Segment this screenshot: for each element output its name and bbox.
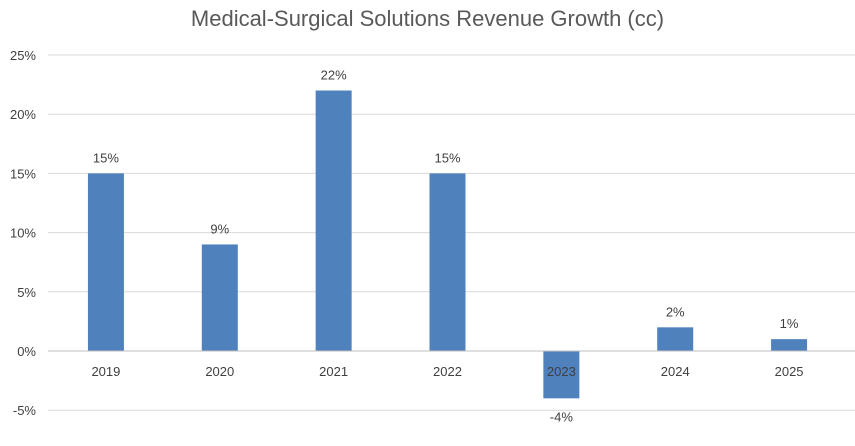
y-tick-label: 20% [10,107,36,122]
data-label: 2% [666,304,685,319]
bar-2023 [543,351,580,399]
x-tick-label: 2022 [433,364,462,379]
y-axis-ticks: -5% 0% 5% 10% 15% 20% 25% [10,48,36,418]
x-tick-label: 2019 [91,364,120,379]
data-labels: 15% 9% 22% 15% -4% 2% 1% [93,68,799,425]
y-tick-label: 15% [10,166,36,181]
x-tick-label: 2024 [661,364,690,379]
y-tick-label: 0% [17,344,36,359]
x-tick-label: 2020 [205,364,234,379]
x-axis-ticks: 2019 2020 2021 2022 2023 2024 2025 [91,364,803,379]
data-label: 9% [210,221,229,236]
x-tick-label: 2021 [319,364,348,379]
y-tick-label: -5% [13,403,37,418]
data-label: 1% [780,316,799,331]
bar-2025 [771,339,808,351]
x-tick-label: 2025 [775,364,804,379]
data-label: 15% [93,150,119,165]
bar-2021 [315,90,352,352]
x-tick-label: 2023 [547,364,576,379]
bar-2022 [429,173,466,351]
bar-2019 [87,173,124,351]
y-tick-label: 25% [10,48,36,63]
data-label: -4% [550,409,574,424]
bar-2024 [657,327,694,351]
y-tick-label: 5% [17,285,36,300]
chart-title: Medical-Surgical Solutions Revenue Growt… [190,6,665,31]
y-tick-label: 10% [10,226,36,241]
bars [87,90,808,399]
bar-2020 [201,244,238,351]
data-label: 15% [434,150,460,165]
data-label: 22% [321,68,347,83]
